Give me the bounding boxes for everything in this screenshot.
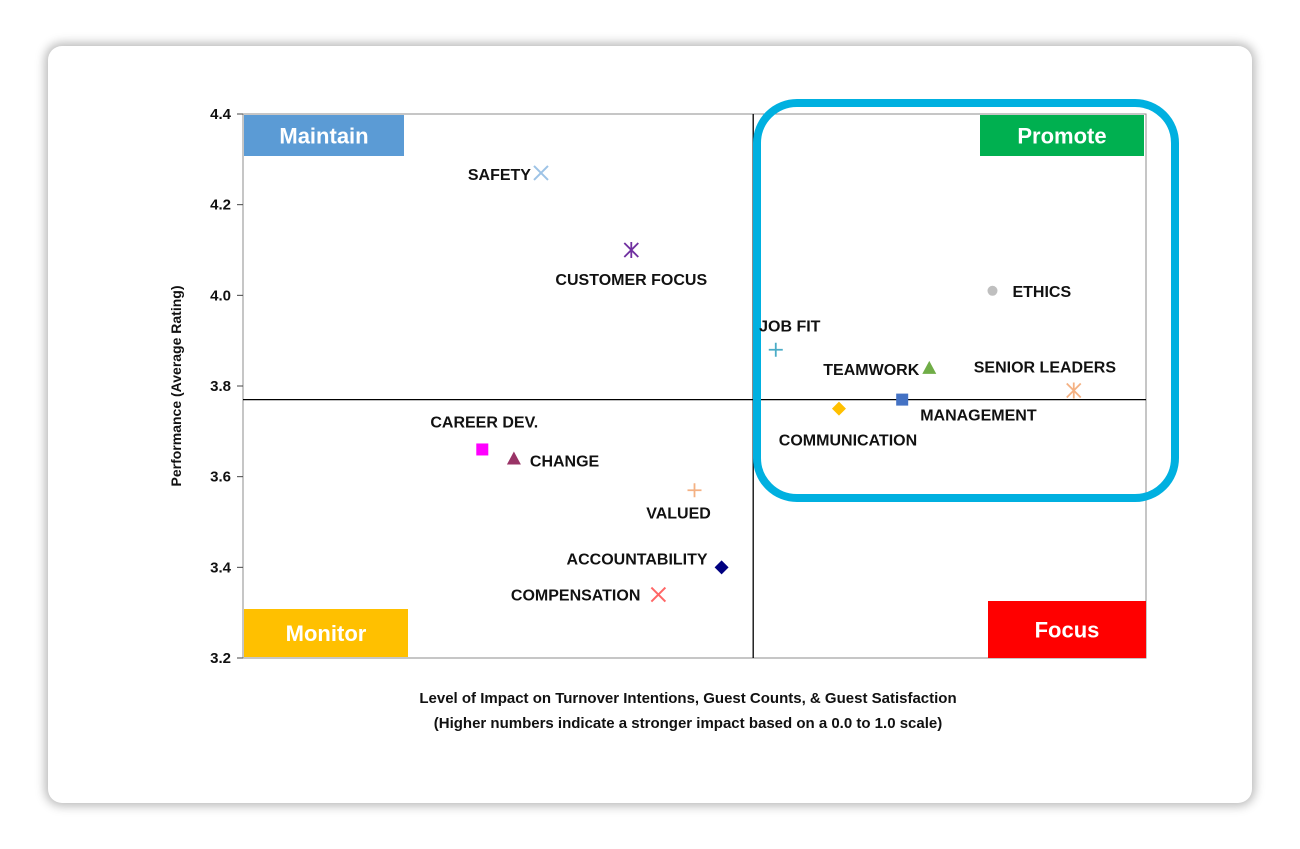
chart-card — [48, 46, 1252, 803]
marker-job-fit — [768, 342, 783, 357]
marker-management — [896, 393, 909, 406]
marker-change — [506, 451, 521, 465]
y-tick-label: 3.8 — [210, 378, 231, 395]
y-tick-label: 4.4 — [210, 106, 232, 123]
point-label-job-fit: JOB FIT — [759, 319, 821, 336]
quadrant-focus-label: Focus — [1035, 618, 1100, 643]
marker-safety — [533, 165, 549, 181]
quadrant-maintain-box — [244, 115, 404, 156]
quadrant-promote-box — [980, 115, 1144, 156]
y-axis-title: Performance (Average Rating) — [168, 286, 184, 487]
point-label-compensation: COMPENSATION — [511, 588, 640, 605]
marker-customer-focus — [623, 242, 639, 258]
marker-communication — [831, 401, 846, 416]
y-tick-label: 3.6 — [210, 469, 231, 486]
marker-teamwork — [922, 360, 937, 374]
point-label-valued: VALUED — [646, 505, 711, 522]
point-label-change: CHANGE — [530, 454, 600, 471]
marker-compensation — [650, 586, 667, 603]
y-tick-label: 3.4 — [210, 559, 232, 576]
promote-highlight-outline — [753, 99, 1179, 502]
y-tick-label: 4.0 — [210, 287, 231, 304]
marker-accountability — [714, 560, 729, 575]
marker-career-dev — [476, 443, 489, 456]
point-label-senior-leaders: SENIOR LEADERS — [974, 360, 1117, 377]
quadrant-promote-label: Promote — [1017, 124, 1106, 149]
quadrant-monitor-box — [244, 609, 408, 657]
point-label-management: MANAGEMENT — [920, 408, 1037, 425]
point-label-ethics: ETHICS — [1012, 284, 1071, 301]
quadrant-maintain-label: Maintain — [279, 124, 368, 149]
point-label-accountability: ACCOUNTABILITY — [567, 551, 708, 568]
quadrant-monitor-label: Monitor — [286, 621, 367, 646]
point-label-career-dev: CAREER DEV. — [430, 414, 538, 431]
marker-ethics — [987, 285, 998, 296]
x-axis-title: Level of Impact on Turnover Intentions, … — [419, 690, 956, 707]
quadrant-focus-box — [988, 601, 1146, 658]
y-tick-label: 3.2 — [210, 650, 231, 667]
y-tick-label: 4.2 — [210, 197, 231, 214]
x-axis-subtitle: (Higher numbers indicate a stronger impa… — [434, 715, 942, 732]
marker-senior-leaders — [1066, 382, 1082, 399]
point-label-customer-focus: CUSTOMER FOCUS — [555, 272, 707, 289]
point-label-safety: SAFETY — [468, 167, 531, 184]
point-label-communication: COMMUNICATION — [779, 433, 917, 450]
marker-valued — [687, 483, 702, 498]
point-label-teamwork: TEAMWORK — [823, 362, 919, 379]
plot-frame — [242, 113, 1147, 659]
